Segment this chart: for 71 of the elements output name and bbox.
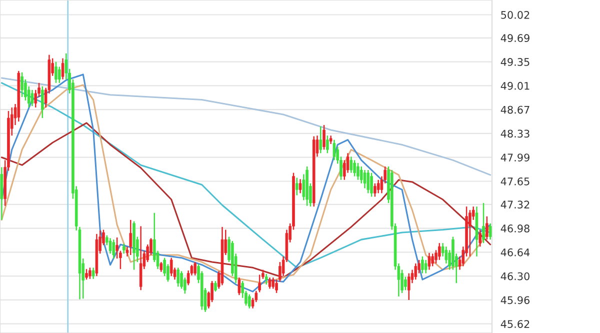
candlestick bbox=[122, 243, 126, 254]
candlestick bbox=[322, 124, 326, 150]
candlestick bbox=[160, 261, 163, 273]
candlestick bbox=[30, 89, 34, 107]
candlestick bbox=[363, 169, 366, 189]
candlestick bbox=[482, 202, 485, 244]
candlestick bbox=[332, 139, 336, 161]
y-tick-label: 50.02 bbox=[501, 10, 530, 19]
candlestick bbox=[85, 268, 88, 280]
candlestick bbox=[421, 256, 424, 274]
candlestick bbox=[431, 252, 434, 267]
candlestick bbox=[129, 219, 132, 256]
candlestick bbox=[350, 156, 353, 174]
y-tick-label: 47.99 bbox=[500, 154, 530, 162]
y-tick-label: 48.33 bbox=[500, 130, 530, 138]
candlestick bbox=[264, 273, 268, 286]
candlestick bbox=[58, 66, 61, 84]
candlestick bbox=[407, 272, 410, 301]
y-tick-label: 49.69 bbox=[500, 34, 530, 42]
candlestick bbox=[424, 259, 428, 274]
candlestick bbox=[268, 276, 272, 290]
candlestick bbox=[326, 134, 329, 154]
candlestick bbox=[61, 58, 64, 80]
candlestick bbox=[298, 178, 302, 194]
candlestick bbox=[139, 226, 142, 291]
candlestick bbox=[108, 238, 112, 254]
candlestick bbox=[92, 267, 95, 280]
candlestick bbox=[248, 294, 251, 310]
candlestick bbox=[296, 177, 298, 196]
y-tick-label: 46.30 bbox=[500, 272, 530, 280]
y-tick-label: 49.01 bbox=[500, 82, 530, 90]
candlestick bbox=[238, 276, 241, 296]
line-series bbox=[0, 77, 492, 176]
y-tick-label: 45.62 bbox=[500, 320, 530, 328]
candlestick bbox=[194, 261, 196, 276]
candlestick bbox=[88, 267, 92, 280]
y-tick-label: 46.98 bbox=[500, 224, 530, 232]
candlestick bbox=[176, 267, 180, 288]
candlestick bbox=[374, 182, 376, 198]
candlestick bbox=[353, 160, 356, 177]
candlestick bbox=[54, 61, 58, 84]
candlestick bbox=[319, 126, 322, 154]
candlestick bbox=[356, 162, 360, 180]
y-tick-label: 47.32 bbox=[500, 200, 530, 209]
candlestick bbox=[180, 270, 183, 290]
candlestick bbox=[414, 262, 418, 280]
candlestick bbox=[302, 174, 306, 201]
candlestick bbox=[41, 86, 44, 119]
candlestick bbox=[258, 274, 261, 293]
y-tick-label: 47.65 bbox=[500, 177, 530, 186]
candlestick bbox=[366, 169, 370, 194]
candlestick bbox=[488, 222, 492, 240]
candlestick bbox=[438, 242, 441, 261]
candlestick bbox=[468, 209, 472, 258]
line-series bbox=[0, 122, 492, 278]
candlestick bbox=[486, 216, 488, 240]
candlestick bbox=[272, 276, 275, 290]
candlestick bbox=[214, 280, 217, 292]
y-tick-label: 46.64 bbox=[500, 248, 530, 256]
candlestick bbox=[370, 172, 373, 198]
candlestick bbox=[116, 236, 118, 260]
candlestick bbox=[404, 276, 407, 291]
candlestick bbox=[112, 238, 116, 260]
candlestick bbox=[376, 179, 380, 194]
candlestick bbox=[428, 252, 431, 270]
candlestick bbox=[20, 72, 24, 98]
candlestick bbox=[170, 257, 173, 277]
y-tick-label: 45.96 bbox=[500, 296, 530, 304]
y-tick-label: 48.67 bbox=[500, 106, 530, 114]
y-tick-label: 49.35 bbox=[500, 58, 530, 66]
candlestick bbox=[478, 229, 482, 248]
